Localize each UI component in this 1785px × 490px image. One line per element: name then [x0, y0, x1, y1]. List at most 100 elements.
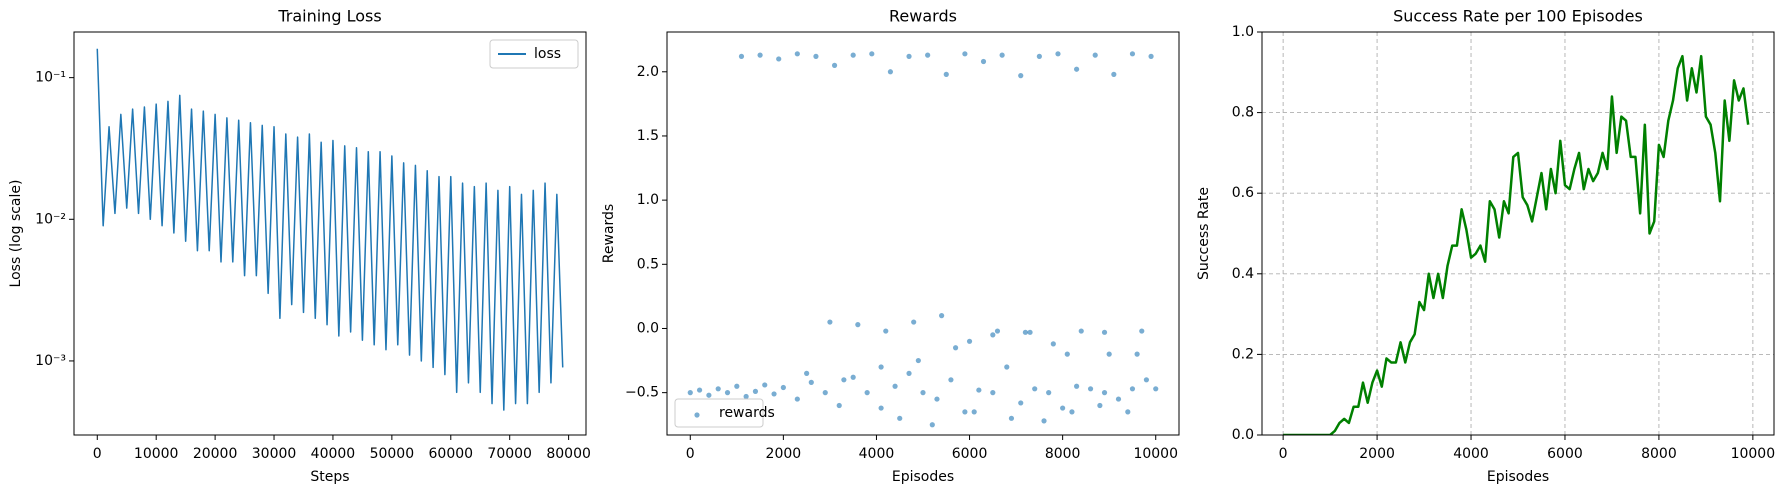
point	[836, 402, 842, 409]
point	[1074, 66, 1080, 72]
y-tick-label: 10⁻²	[35, 211, 66, 227]
point	[1101, 390, 1108, 396]
point	[1148, 53, 1154, 59]
point	[1134, 351, 1140, 357]
point	[1060, 405, 1066, 411]
point	[757, 52, 763, 58]
point	[1129, 386, 1136, 392]
legend-label: loss	[534, 46, 561, 62]
point	[1139, 328, 1145, 334]
y-tick-label: 1.5	[637, 128, 659, 144]
y-tick-label: −0.5	[625, 385, 659, 401]
y-tick-label: 1.0	[637, 192, 659, 208]
point	[794, 51, 800, 57]
chart-title: Rewards	[889, 7, 957, 26]
point	[887, 69, 894, 75]
point	[1036, 53, 1042, 59]
point	[929, 422, 935, 428]
point	[1106, 351, 1112, 357]
x-axis-label: Steps	[310, 469, 349, 485]
point	[1125, 409, 1131, 415]
point	[1027, 329, 1033, 335]
point	[780, 384, 786, 391]
y-tick-label: 10⁻³	[35, 353, 66, 369]
point	[1032, 386, 1038, 392]
x-tick-label: 10000	[134, 446, 179, 462]
legend-label: rewards	[719, 405, 775, 421]
point	[762, 382, 768, 388]
point	[1018, 400, 1024, 406]
point	[869, 51, 875, 57]
point	[1069, 409, 1075, 415]
point	[1022, 329, 1028, 335]
line	[1283, 54, 1750, 435]
point	[952, 345, 959, 351]
point	[1092, 52, 1098, 58]
point	[804, 370, 810, 376]
point	[1078, 328, 1084, 334]
y-tick-label: 0.2	[1232, 346, 1254, 362]
point	[1046, 390, 1052, 396]
line	[96, 48, 564, 411]
point	[822, 390, 828, 396]
point	[1055, 51, 1061, 57]
y-axis-label: Success Rate	[1196, 187, 1212, 280]
point	[1064, 351, 1070, 357]
point	[715, 386, 721, 392]
y-tick-label: 1.0	[1232, 24, 1254, 40]
point	[948, 377, 954, 383]
point	[934, 396, 940, 402]
point	[906, 370, 912, 376]
point	[980, 58, 987, 65]
point	[1143, 377, 1150, 383]
x-tick-label: 8000	[1045, 446, 1081, 462]
point	[943, 71, 949, 77]
x-tick-label: 30000	[252, 446, 297, 462]
point	[864, 390, 870, 396]
chart-title: Training Loss	[277, 7, 381, 26]
x-tick-label: 6000	[952, 446, 988, 462]
point	[813, 53, 819, 59]
y-tick-label: 0.0	[637, 320, 659, 336]
point	[771, 391, 777, 397]
point	[962, 51, 968, 57]
legend-box	[674, 398, 764, 428]
point	[1115, 396, 1122, 402]
point	[724, 390, 731, 396]
x-tick-label: 20000	[193, 446, 238, 462]
x-tick-label: 2000	[766, 446, 802, 462]
point	[892, 383, 898, 389]
point	[883, 328, 889, 334]
x-tick-label: 10000	[1133, 446, 1178, 462]
x-axis-label: Episodes	[1487, 469, 1549, 485]
point	[696, 387, 703, 393]
point	[976, 387, 982, 393]
point	[925, 52, 931, 58]
y-tick-label: 0.5	[637, 256, 659, 272]
plot-area	[96, 48, 564, 411]
point	[999, 52, 1005, 58]
point	[939, 313, 945, 319]
point	[971, 409, 977, 415]
x-tick-label: 0	[1279, 446, 1288, 462]
legend-box	[489, 39, 579, 69]
point	[1097, 402, 1103, 409]
point	[915, 357, 921, 364]
point	[966, 338, 973, 344]
point	[850, 52, 856, 58]
point	[906, 53, 912, 59]
x-tick-label: 60000	[429, 446, 474, 462]
point	[911, 319, 917, 325]
point	[1018, 73, 1024, 79]
point	[794, 396, 800, 402]
x-tick-label: 10000	[1731, 446, 1776, 462]
point	[738, 53, 745, 59]
point	[1129, 51, 1136, 57]
point	[687, 390, 693, 396]
y-tick-label: 0.8	[1232, 105, 1254, 121]
x-tick-label: 0	[93, 446, 102, 462]
point	[752, 388, 759, 394]
point	[841, 377, 847, 383]
point	[1074, 383, 1080, 389]
